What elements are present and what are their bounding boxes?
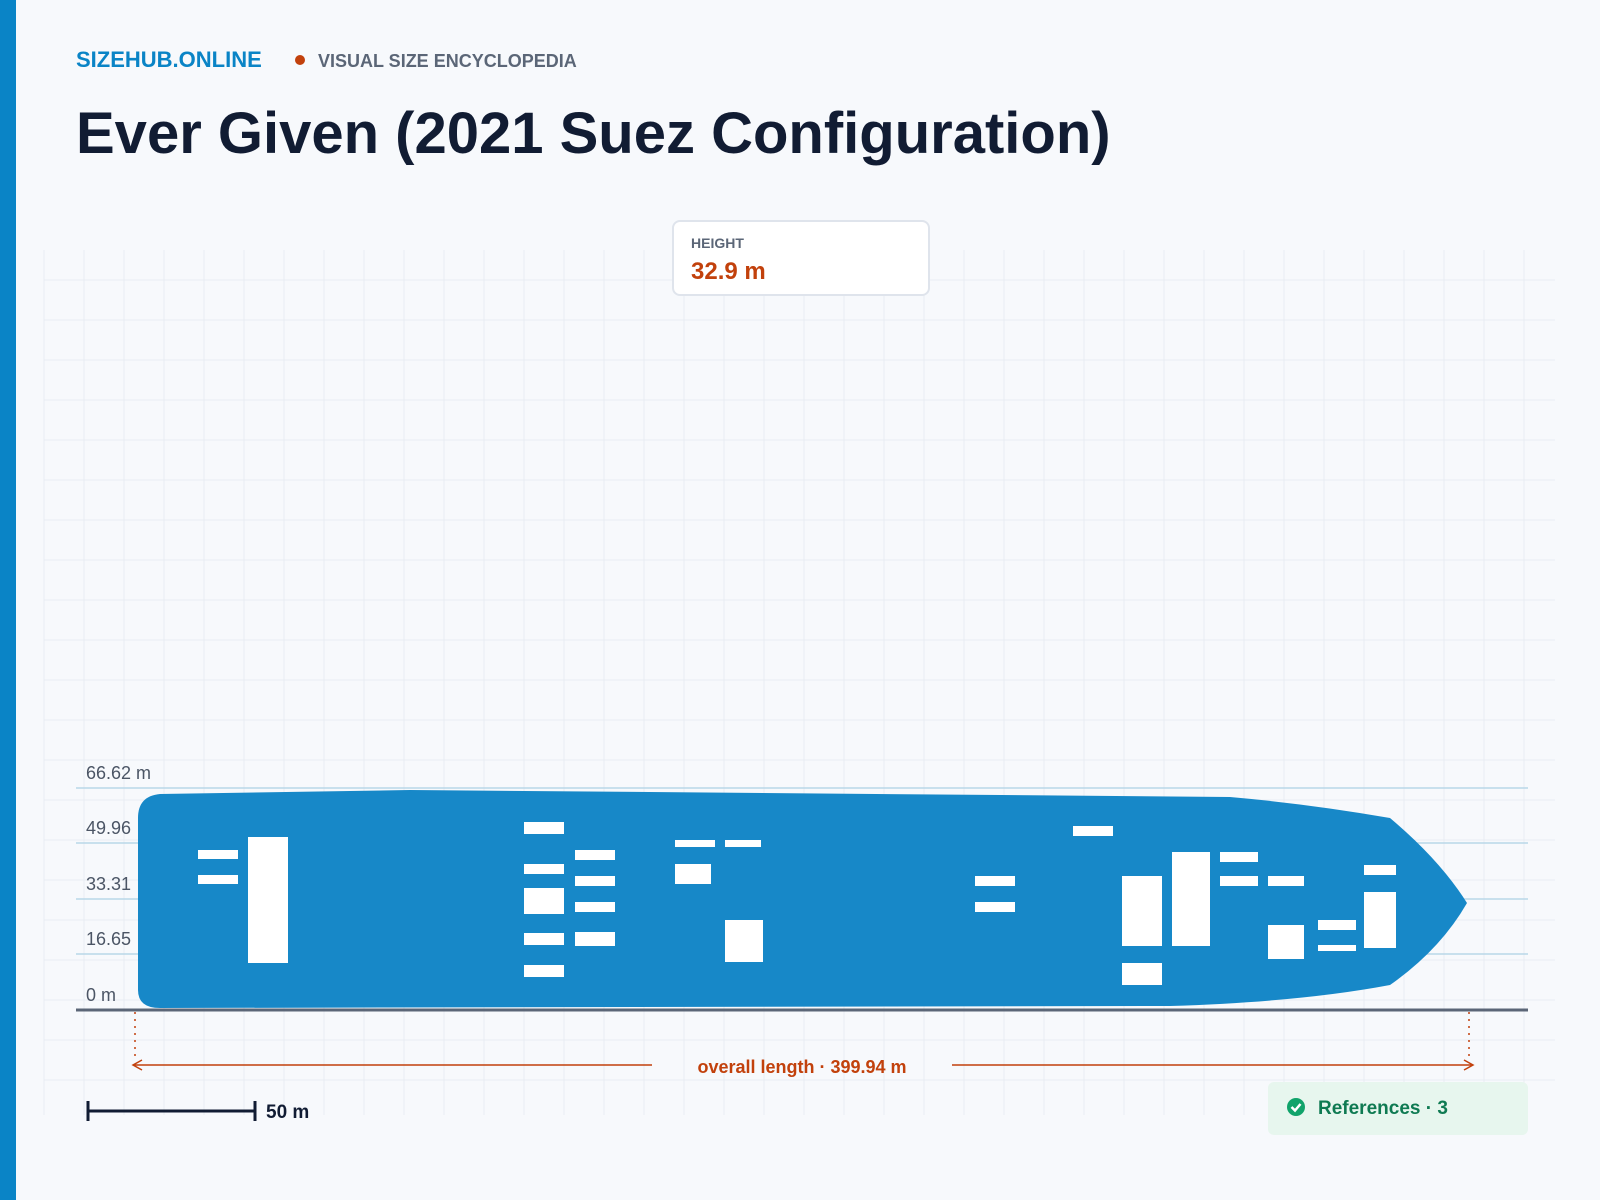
length-dimension [131,1012,1475,1071]
scale-label: 50 m [266,1102,309,1123]
ship-silhouette [138,790,1467,1008]
card-value: 32.9 m [691,258,766,285]
container-gaps [198,822,1396,985]
length-label: overall length · 399.94 m [697,1057,906,1077]
card-label: HEIGHT [691,235,744,251]
site-name[interactable]: SIZEHUB.ONLINE [76,47,262,72]
axis-label: 0 m [86,985,116,1005]
page-title: Ever Given (2021 Suez Configuration) [76,101,1111,166]
check-icon [1287,1098,1305,1116]
scale-bar [86,1101,257,1121]
section-name: VISUAL SIZE ENCYCLOPEDIA [318,51,577,71]
axis-label: 49.96 [86,818,131,838]
height-card: HEIGHT 32.9 m [672,220,930,296]
axis-label: 66.62 m [86,763,151,783]
references-label: References · 3 [1318,1098,1448,1119]
references-badge[interactable]: References · 3 [1268,1082,1528,1135]
axis-label: 33.31 [86,874,131,894]
grid [43,250,1555,1115]
separator-dot [295,55,305,65]
axis-label: 16.65 [86,929,131,949]
side-stripe [0,0,16,1200]
axis-labels: 66.62 m 49.96 33.31 16.65 0 m [86,763,151,1005]
